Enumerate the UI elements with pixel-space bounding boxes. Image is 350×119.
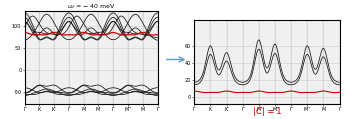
- Title: $u_d = -40$ meV: $u_d = -40$ meV: [67, 2, 115, 11]
- Text: $|C| = 1$: $|C| = 1$: [252, 105, 282, 118]
